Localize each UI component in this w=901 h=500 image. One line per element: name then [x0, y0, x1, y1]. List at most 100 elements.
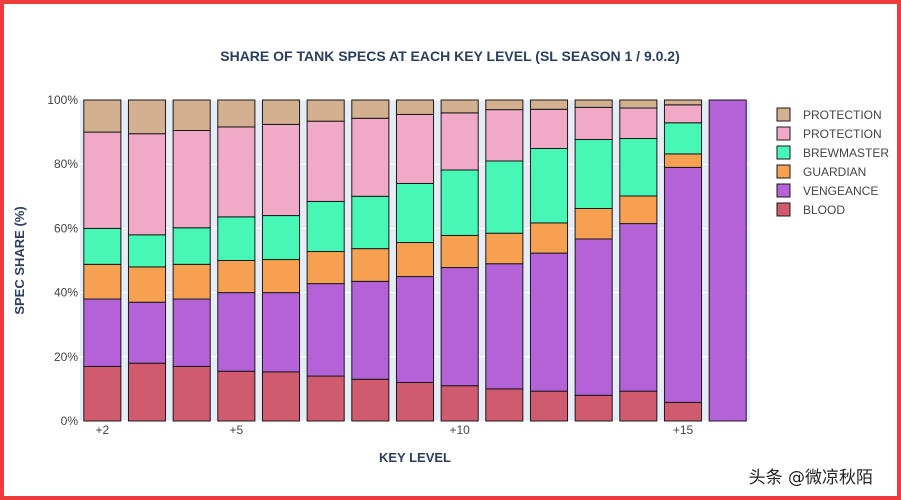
- bar-segment-brewmaster[interactable]: [83, 227, 122, 265]
- bar-stack-4[interactable]: [172, 99, 211, 422]
- bar-segment-vengeance[interactable]: [440, 267, 479, 387]
- bar-stack-10[interactable]: [440, 99, 479, 422]
- bar-segment-blood[interactable]: [619, 390, 658, 422]
- bar-segment-protection[interactable]: [127, 133, 167, 236]
- bar-segment-protection[interactable]: [485, 109, 524, 162]
- bar-segment-brewmaster[interactable]: [127, 234, 167, 268]
- bar-segment-vengeance[interactable]: [485, 263, 524, 390]
- bar-segment-brewmaster[interactable]: [217, 216, 256, 261]
- bar-segment-protection[interactable]: [663, 104, 703, 124]
- bar-segment-guardian[interactable]: [395, 242, 435, 278]
- bar-stack-13[interactable]: [574, 99, 613, 422]
- bar-segment-brewmaster[interactable]: [351, 195, 390, 250]
- bar-segment-protection[interactable]: [172, 99, 211, 131]
- bar-stack-7[interactable]: [306, 99, 345, 422]
- bar-segment-guardian[interactable]: [172, 263, 211, 300]
- bar-segment-protection[interactable]: [172, 129, 211, 229]
- bar-segment-protection[interactable]: [619, 107, 658, 140]
- bar-segment-vengeance[interactable]: [351, 280, 390, 380]
- bar-segment-brewmaster[interactable]: [529, 147, 569, 224]
- bar-segment-vengeance[interactable]: [217, 292, 256, 372]
- bar-segment-protection[interactable]: [83, 131, 122, 229]
- bar-segment-brewmaster[interactable]: [306, 200, 345, 253]
- bar-segment-guardian[interactable]: [351, 248, 390, 282]
- legend-item-brewmaster[interactable]: BREWMASTER: [776, 145, 889, 160]
- bar-segment-protection[interactable]: [127, 99, 167, 135]
- bar-segment-brewmaster[interactable]: [663, 122, 703, 155]
- bar-stack-14[interactable]: [619, 99, 658, 422]
- bar-segment-protection[interactable]: [619, 99, 658, 109]
- bar-segment-vengeance[interactable]: [261, 292, 301, 373]
- bar-segment-guardian[interactable]: [574, 207, 613, 240]
- bar-segment-vengeance[interactable]: [663, 166, 703, 403]
- bar-segment-guardian[interactable]: [261, 259, 301, 294]
- bar-segment-protection[interactable]: [351, 117, 390, 197]
- bar-segment-protection[interactable]: [529, 99, 569, 110]
- bar-stack-5[interactable]: [217, 99, 256, 422]
- bar-segment-guardian[interactable]: [485, 232, 524, 265]
- bar-segment-blood[interactable]: [83, 365, 122, 422]
- legend-item-protection[interactable]: PROTECTION: [776, 107, 882, 122]
- bar-segment-brewmaster[interactable]: [485, 160, 524, 234]
- bar-segment-protection[interactable]: [261, 123, 301, 217]
- bar-segment-guardian[interactable]: [663, 153, 703, 168]
- bar-segment-protection[interactable]: [663, 99, 703, 106]
- bar-segment-guardian[interactable]: [529, 222, 569, 254]
- bar-segment-protection[interactable]: [485, 99, 524, 111]
- legend-item-guardian[interactable]: GUARDIAN: [776, 164, 866, 179]
- bar-stack-6[interactable]: [261, 99, 301, 422]
- bar-segment-blood[interactable]: [663, 401, 703, 422]
- bar-segment-guardian[interactable]: [83, 263, 122, 300]
- bar-segment-vengeance[interactable]: [306, 283, 345, 377]
- bar-segment-protection[interactable]: [217, 126, 256, 218]
- bar-segment-blood[interactable]: [172, 365, 211, 422]
- bar-segment-guardian[interactable]: [440, 234, 479, 269]
- bar-segment-vengeance[interactable]: [708, 99, 747, 422]
- bar-stack-3[interactable]: [127, 99, 167, 422]
- bar-segment-vengeance[interactable]: [529, 252, 569, 392]
- bar-segment-blood[interactable]: [440, 385, 479, 422]
- bar-stack-8[interactable]: [351, 99, 390, 422]
- bar-stack-16[interactable]: [708, 99, 747, 422]
- bar-segment-protection[interactable]: [306, 99, 345, 122]
- bar-segment-blood[interactable]: [351, 378, 390, 422]
- bar-segment-protection[interactable]: [395, 113, 435, 184]
- bar-segment-vengeance[interactable]: [83, 298, 122, 367]
- legend-item-protection[interactable]: PROTECTION: [776, 126, 882, 141]
- bar-segment-blood[interactable]: [574, 394, 613, 422]
- bar-segment-protection[interactable]: [395, 99, 435, 115]
- legend[interactable]: PROTECTION PROTECTION BREWMASTER GUARDIAN VE…: [776, 107, 889, 217]
- bar-segment-protection[interactable]: [574, 99, 613, 108]
- bar-segment-protection[interactable]: [83, 99, 122, 133]
- bar-segment-brewmaster[interactable]: [395, 182, 435, 244]
- bar-stack-15[interactable]: [663, 99, 703, 422]
- bar-segment-vengeance[interactable]: [395, 276, 435, 383]
- bar-segment-brewmaster[interactable]: [261, 215, 301, 261]
- bar-segment-brewmaster[interactable]: [619, 138, 658, 197]
- bar-segment-blood[interactable]: [395, 381, 435, 422]
- bar-segment-protection[interactable]: [529, 108, 569, 149]
- bar-segment-protection[interactable]: [306, 120, 345, 202]
- bar-stack-2[interactable]: [83, 99, 122, 422]
- bar-segment-vengeance[interactable]: [574, 238, 613, 396]
- bar-segment-brewmaster[interactable]: [574, 138, 613, 209]
- bar-segment-vengeance[interactable]: [619, 223, 658, 392]
- bar-segment-guardian[interactable]: [127, 266, 167, 303]
- bar-stack-9[interactable]: [395, 99, 435, 422]
- bar-segment-blood[interactable]: [306, 375, 345, 422]
- bar-segment-protection[interactable]: [574, 106, 613, 140]
- bar-segment-guardian[interactable]: [217, 260, 256, 294]
- bar-segment-protection[interactable]: [217, 99, 256, 128]
- bar-segment-blood[interactable]: [261, 371, 301, 422]
- legend-item-vengeance[interactable]: VENGEANCE: [776, 183, 878, 198]
- bar-segment-brewmaster[interactable]: [440, 169, 479, 236]
- legend-item-blood[interactable]: BLOOD: [776, 202, 845, 217]
- bar-segment-blood[interactable]: [529, 390, 569, 422]
- bar-segment-protection[interactable]: [440, 112, 479, 171]
- bar-segment-guardian[interactable]: [619, 195, 658, 225]
- bar-segment-vengeance[interactable]: [172, 298, 211, 367]
- bar-segment-protection[interactable]: [351, 99, 390, 119]
- bar-segment-protection[interactable]: [440, 99, 479, 114]
- bar-segment-blood[interactable]: [217, 370, 256, 422]
- bar-segment-vengeance[interactable]: [127, 301, 167, 364]
